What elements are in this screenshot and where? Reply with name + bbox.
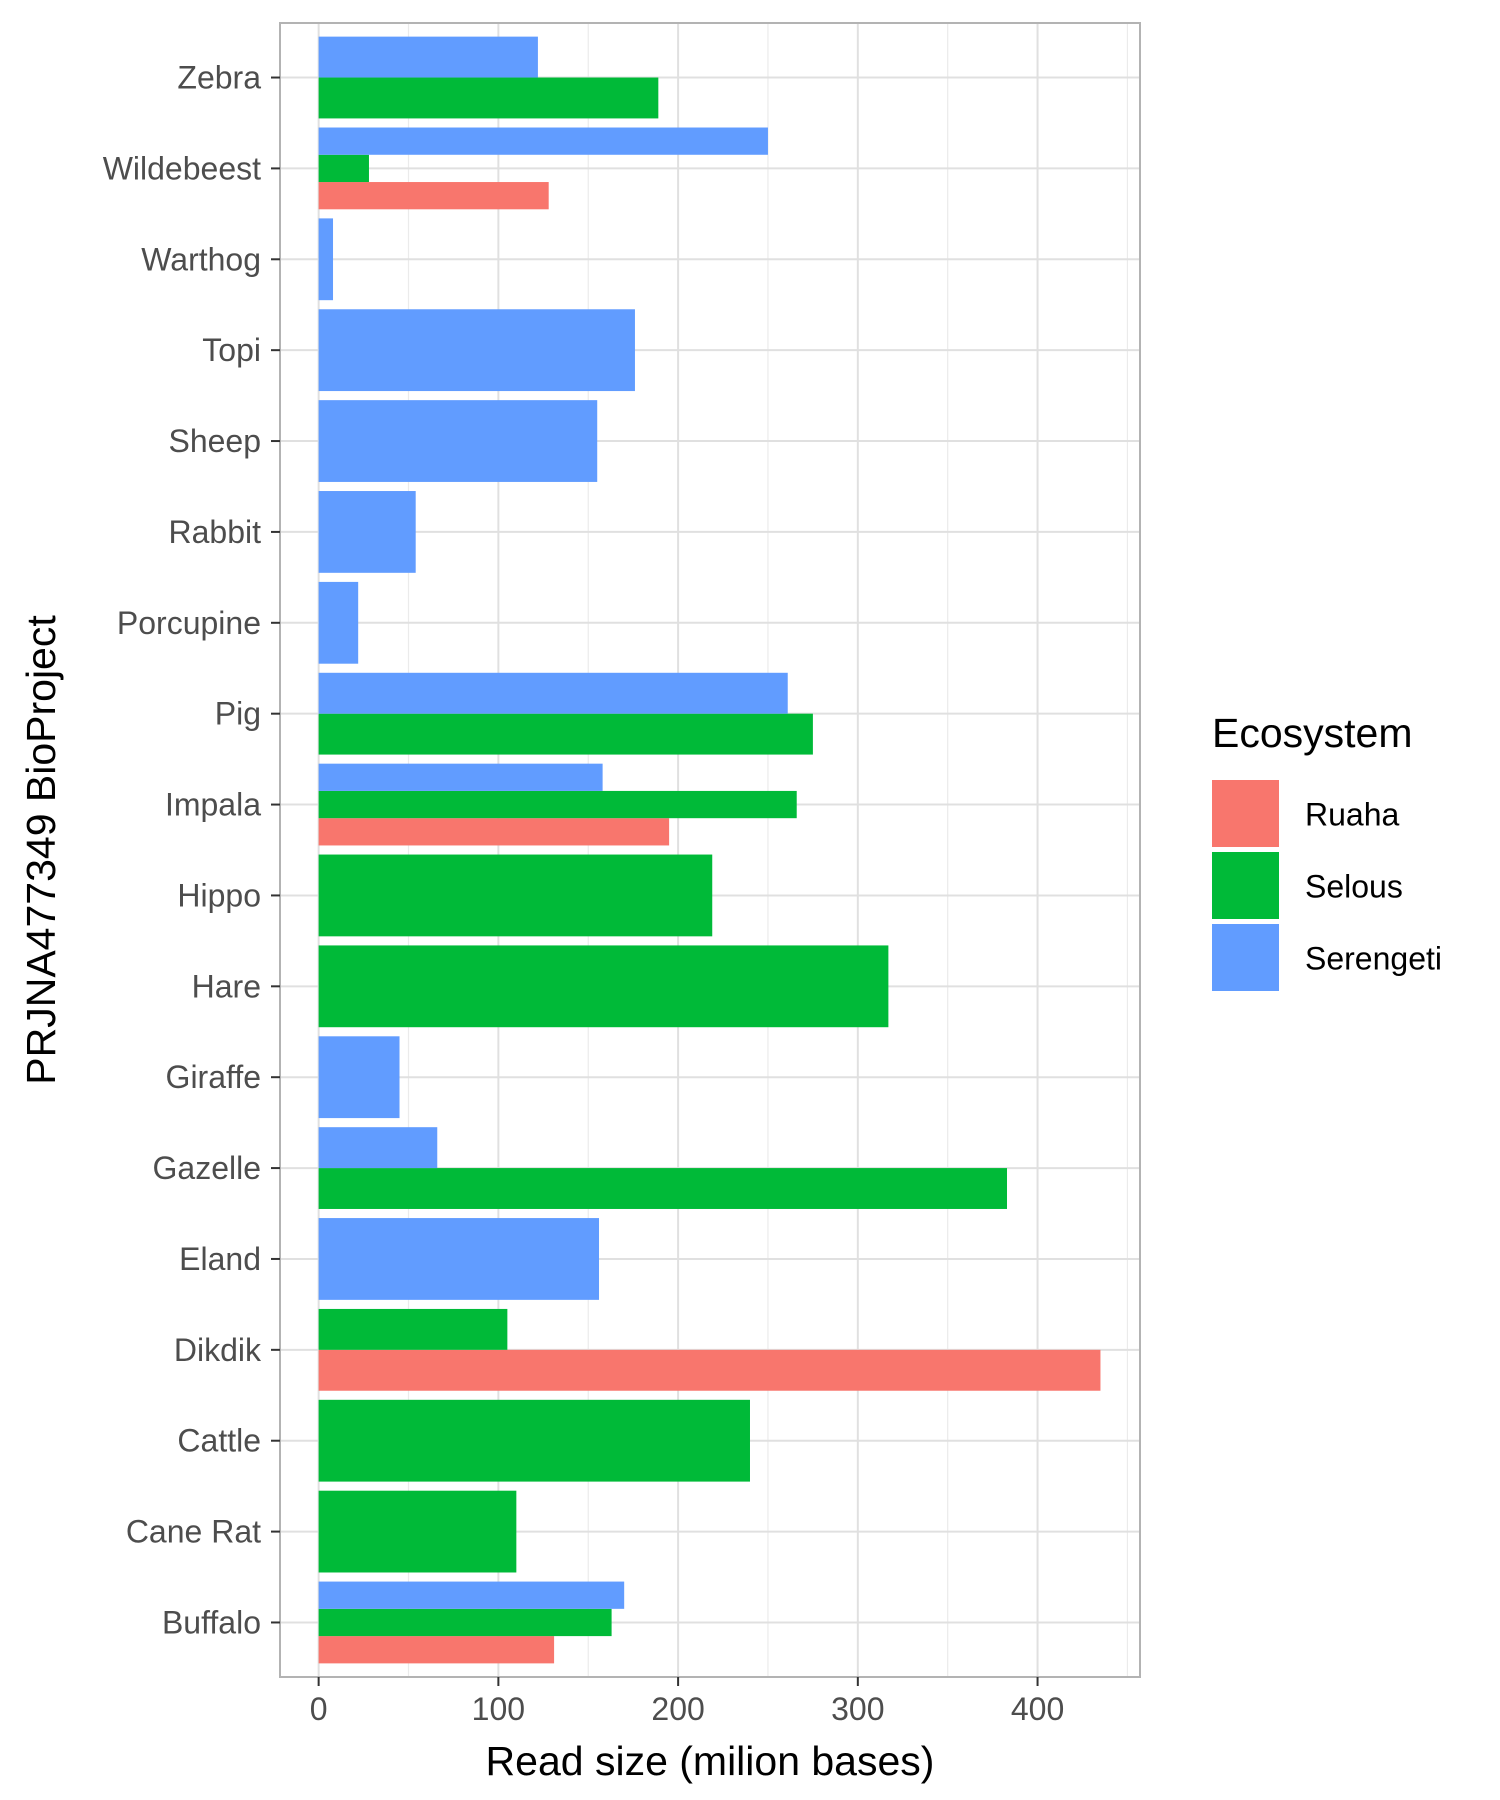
y-tick-label: Hippo (177, 877, 261, 913)
x-tick-label: 400 (1011, 1691, 1064, 1727)
bar-buffalo-ruaha (318, 1636, 555, 1664)
bar-hare-selous (318, 945, 889, 1028)
y-tick-label: Buffalo (162, 1604, 261, 1640)
bar-wildebeest-serengeti (318, 127, 768, 155)
y-tick-label: Warthog (141, 241, 261, 277)
bars (318, 36, 1101, 1664)
y-tick-label: Gazelle (153, 1150, 262, 1186)
y-tick-label: Giraffe (166, 1059, 261, 1095)
bar-dikdik-ruaha (318, 1349, 1101, 1391)
bar-cane-rat-selous (318, 1490, 517, 1573)
x-tick-label: 0 (310, 1691, 328, 1727)
bar-buffalo-serengeti (318, 1581, 625, 1609)
bar-porcupine-serengeti (318, 581, 359, 664)
y-tick-label: Pig (215, 696, 261, 732)
bar-impala-ruaha (318, 818, 670, 846)
y-tick-label: Impala (165, 787, 261, 823)
x-axis-ticks: 0 100 200 300 400 (310, 1677, 1064, 1727)
bar-gazelle-serengeti (318, 1127, 438, 1169)
bar-wildebeest-ruaha (318, 182, 549, 210)
bar-giraffe-serengeti (318, 1036, 400, 1119)
legend-key-serengeti (1212, 924, 1279, 991)
x-tick-label: 200 (651, 1691, 704, 1727)
plot-border (279, 22, 1141, 1678)
bar-eland-serengeti (318, 1218, 600, 1300)
y-tick-label: Hare (192, 968, 261, 1004)
bar-impala-selous (318, 790, 797, 819)
bar-sheep-serengeti (318, 400, 598, 482)
legend-key-selous (1212, 852, 1279, 919)
y-tick-label: Zebra (177, 60, 261, 96)
y-tick-label: Eland (179, 1241, 261, 1277)
y-tick-label: Topi (202, 332, 261, 368)
bar-cattle-selous (318, 1399, 750, 1482)
y-tick-label: Wildebeest (103, 150, 261, 186)
bar-zebra-selous (318, 77, 659, 119)
bar-buffalo-selous (318, 1608, 612, 1637)
bar-warthog-serengeti (318, 218, 334, 301)
x-tick-label: 300 (831, 1691, 884, 1727)
bar-pig-selous (318, 713, 813, 755)
bar-rabbit-serengeti (318, 491, 416, 573)
legend: Ecosystem Ruaha Selous Serengeti (1212, 710, 1442, 991)
legend-label-ruaha: Ruaha (1305, 797, 1400, 833)
bar-impala-serengeti (318, 763, 603, 791)
bar-dikdik-selous (318, 1308, 508, 1350)
y-axis-ticks: Buffalo Cane Rat Cattle Dikdik Eland Gazelle G… (103, 60, 280, 1640)
bar-pig-serengeti (318, 672, 788, 714)
legend-label-serengeti: Serengeti (1305, 941, 1442, 977)
y-tick-label: Cane Rat (126, 1514, 261, 1550)
legend-key-ruaha (1212, 780, 1279, 847)
bar-topi-serengeti (318, 309, 635, 392)
y-tick-label: Rabbit (169, 514, 262, 550)
bar-gazelle-selous (318, 1168, 1008, 1209)
grid-lines (280, 23, 1140, 1677)
legend-title: Ecosystem (1212, 710, 1413, 756)
legend-label-selous: Selous (1305, 869, 1403, 905)
bar-wildebeest-selous (318, 154, 369, 183)
y-axis-title: PRJNA477349 BioProject (18, 615, 64, 1085)
y-tick-label: Sheep (168, 423, 261, 459)
y-tick-label: Dikdik (174, 1332, 262, 1368)
x-axis-title: Read size (milion bases) (486, 1738, 935, 1784)
bar-hippo-selous (318, 854, 713, 937)
y-tick-label: Cattle (177, 1423, 261, 1459)
y-tick-label: Porcupine (117, 605, 261, 641)
x-tick-label: 100 (472, 1691, 525, 1727)
bar-zebra-serengeti (318, 36, 538, 78)
